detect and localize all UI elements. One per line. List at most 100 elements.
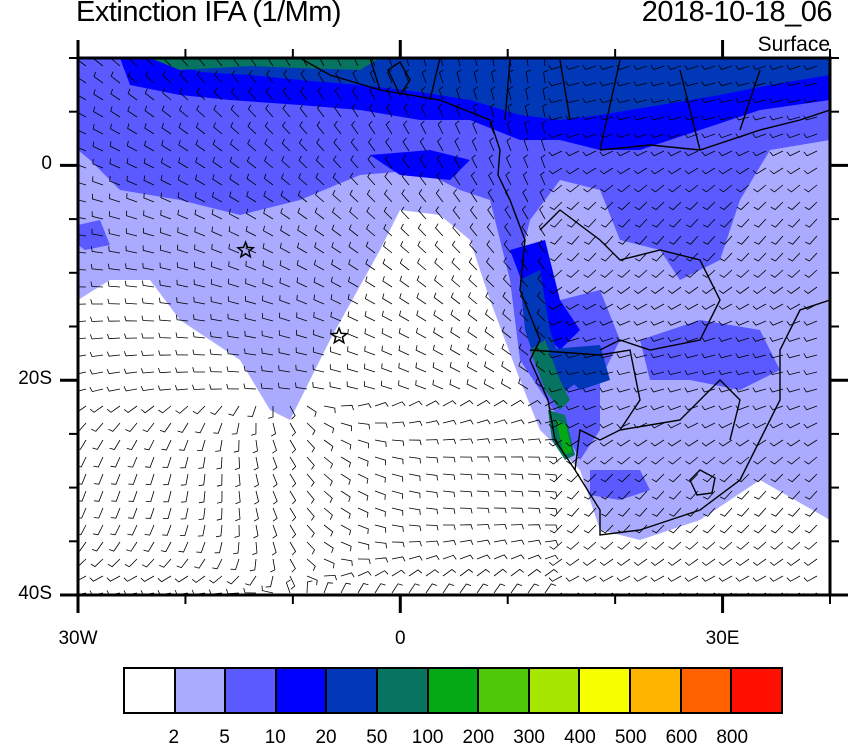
wind-barb [216, 456, 223, 470]
wind-barb [770, 456, 784, 465]
wind-barb [425, 420, 440, 426]
wind-barb [438, 86, 444, 101]
wind-barb [391, 439, 405, 447]
wind-barb [544, 507, 558, 514]
wind-barb [788, 507, 801, 517]
wind-barb [415, 345, 427, 356]
wind-barb [235, 507, 241, 522]
wind-barb [306, 558, 316, 571]
wind-barb [247, 121, 257, 135]
wind-barb [382, 258, 393, 271]
wind-barb [107, 333, 121, 340]
wind-barbs [78, 58, 818, 595]
wind-barb [212, 156, 223, 169]
wind-barb [233, 439, 240, 453]
wind-barb [804, 490, 818, 500]
colorbar-label: 20 [315, 727, 337, 748]
wind-barb [504, 205, 512, 220]
wind-barb [667, 575, 682, 582]
wind-barb [456, 69, 462, 84]
wind-barb [701, 575, 716, 582]
wind-barb [599, 353, 614, 359]
wind-barb [667, 81, 682, 87]
wind-barb [415, 327, 427, 339]
wind-barb [702, 269, 716, 278]
wind-barb [501, 378, 512, 390]
wind-barb [425, 490, 438, 498]
wind-barb [668, 218, 682, 228]
wind-barb [289, 507, 297, 522]
wind-barb [78, 182, 87, 186]
wind-barb [651, 184, 665, 193]
wind-barb [297, 207, 308, 220]
wind-barb [787, 269, 801, 278]
wind-barb [140, 368, 155, 374]
wind-barb [735, 81, 750, 87]
wind-barb [141, 350, 155, 356]
wind-barb [650, 320, 665, 326]
wind-barb [419, 137, 427, 152]
wind-barb [544, 400, 559, 407]
wind-barb [90, 299, 103, 305]
wind-barb [752, 387, 767, 393]
wind-barb [78, 89, 87, 101]
wind-barb [476, 583, 489, 594]
wind-barb [245, 575, 257, 586]
wind-barb [753, 473, 767, 483]
wind-barb [599, 167, 614, 175]
wind-barb [786, 405, 801, 411]
wind-barb [279, 260, 291, 271]
wind-barb [340, 582, 351, 594]
wind-barb [315, 172, 325, 186]
wind-barb [279, 295, 291, 305]
wind-barb [583, 456, 597, 465]
wind-barb [718, 133, 733, 139]
wind-barb [545, 524, 558, 530]
wind-barb [786, 575, 801, 582]
wind-barb [474, 58, 478, 67]
wind-barb [501, 361, 512, 373]
wind-barb [281, 173, 291, 186]
wind-barb [110, 88, 121, 101]
wind-barb [340, 507, 351, 519]
wind-barb [357, 571, 372, 577]
wind-barb [701, 558, 716, 566]
wind-barb [719, 184, 733, 193]
colorbar-label: 400 [564, 727, 596, 748]
wind-barb [348, 224, 359, 237]
wind-barb [126, 193, 138, 203]
wind-barb [381, 363, 393, 373]
wind-barb [78, 129, 87, 135]
wind-barb [686, 507, 699, 517]
wind-barb [263, 190, 274, 203]
wind-barb [543, 58, 546, 67]
wind-barb [527, 400, 542, 407]
wind-barb [415, 380, 427, 390]
wind-barb [365, 276, 376, 288]
wind-barb [289, 456, 297, 471]
wind-barb [108, 263, 121, 271]
wind-barb [635, 507, 648, 517]
colorbar-label: 10 [264, 727, 286, 748]
wind-barb [433, 327, 444, 339]
wind-barb [752, 150, 767, 157]
wind-barb [108, 228, 121, 237]
wind-barb [634, 269, 648, 278]
wind-barb [452, 206, 461, 220]
wind-barb [616, 320, 631, 326]
wind-barb [718, 65, 733, 70]
wind-barb [771, 507, 784, 517]
wind-barb [90, 263, 104, 271]
wind-barb [600, 218, 614, 228]
wind-barb [565, 422, 580, 429]
wind-barb [313, 329, 325, 339]
wind-barb [408, 569, 423, 577]
wind-barb [617, 218, 631, 228]
wind-barb [476, 419, 491, 425]
wind-barb [391, 583, 403, 594]
wind-barb [177, 209, 189, 220]
wind-barb [391, 401, 406, 407]
colorbar-label: 500 [614, 727, 647, 748]
wind-barb [282, 87, 291, 101]
wind-barb [306, 490, 315, 504]
